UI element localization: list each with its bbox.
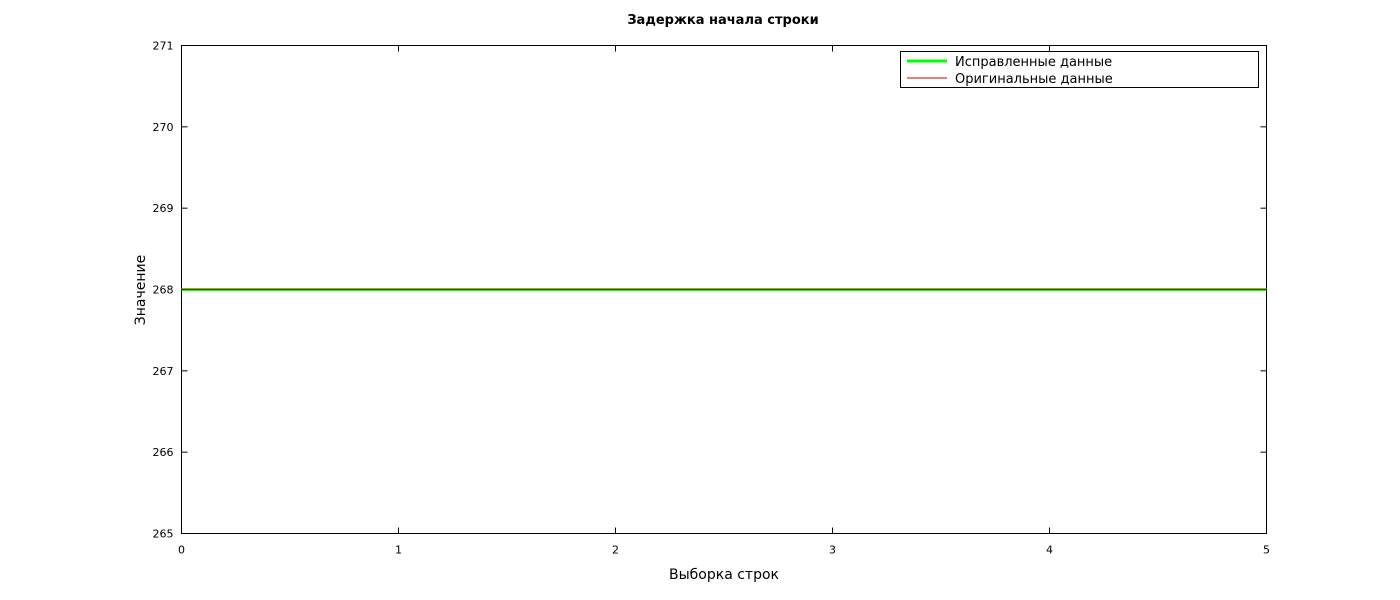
y-tick-label: 267 [153,365,174,378]
y-tick-label: 268 [153,284,174,297]
x-tick-label: 5 [1263,544,1270,557]
x-tick-label: 3 [829,544,836,557]
y-tick-label: 269 [153,202,174,215]
x-tick-label: 0 [178,544,185,557]
x-axis-label: Выборка строк [669,567,779,583]
legend-label-2: Оригинальные данные [955,72,1113,87]
legend: Исправленные данные Оригинальные данные [900,51,1259,88]
x-tick-label: 2 [612,544,619,557]
x-tick-label: 1 [395,544,402,557]
legend-label-1: Исправленные данные [955,55,1112,70]
y-axis-ticks: 265 266 267 268 269 270 271 [153,40,1267,541]
y-tick-label: 266 [153,446,174,459]
chart-title: Задержка начала строки [627,13,818,28]
y-axis-label: Значение [133,255,149,325]
y-tick-label: 270 [153,121,174,134]
y-tick-label: 271 [153,40,174,53]
x-tick-label: 4 [1046,544,1053,557]
legend-box [900,51,1259,88]
x-axis-ticks: 0 1 2 3 4 5 [178,45,1270,557]
y-tick-label: 265 [153,528,174,541]
